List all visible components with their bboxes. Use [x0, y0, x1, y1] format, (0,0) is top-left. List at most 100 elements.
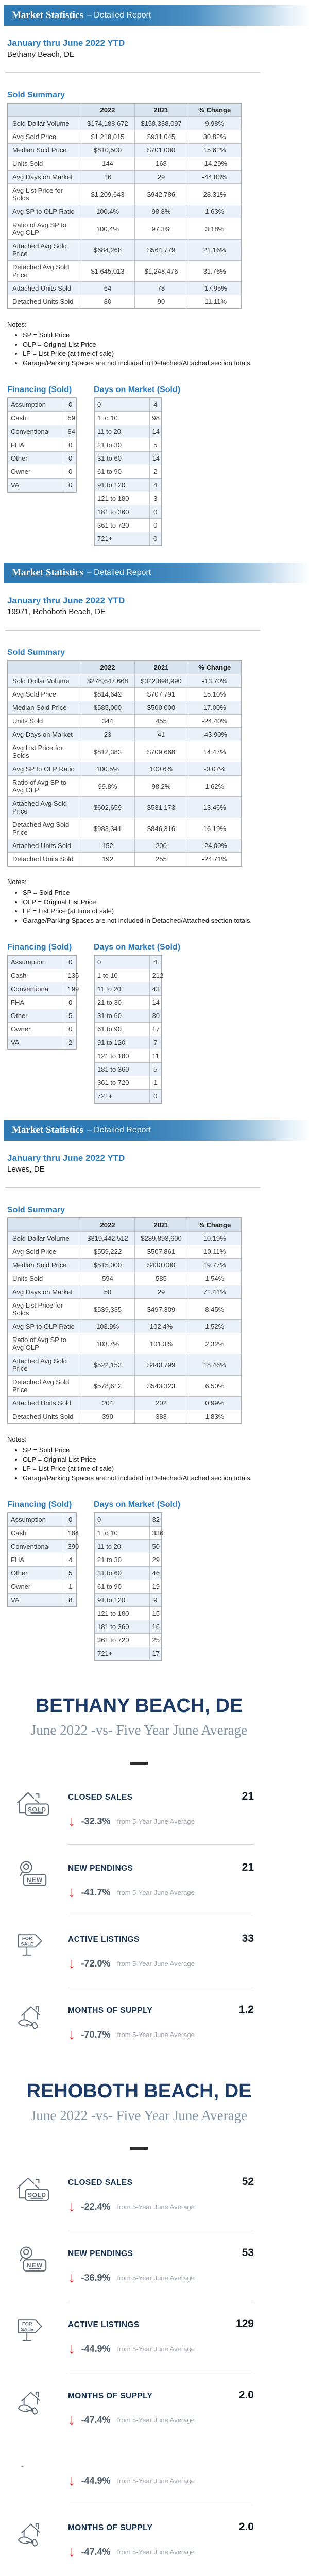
value-2021: $701,000	[134, 143, 188, 157]
value-change: 9.98%	[187, 116, 242, 130]
dom-count: 9	[149, 1593, 162, 1607]
table-row: Avg List Price for Solds $539,335 $497,3…	[7, 1298, 242, 1320]
value-change: 31.76%	[187, 260, 242, 282]
table-row: 1 to 10 98	[94, 411, 162, 425]
sold-summary-table: 2022 2021 % Change Sold Dollar Volume $2…	[7, 660, 242, 867]
value-change: 15.62%	[187, 143, 242, 157]
financing-type: Owner	[7, 1580, 65, 1594]
column-header-change: % Change	[187, 660, 242, 674]
value-2021: 202	[134, 1396, 188, 1410]
section-divider	[5, 630, 260, 631]
value-2022: $559,222	[80, 1245, 135, 1259]
table-row: Ratio of Avg SP to Avg OLP 103.7% 101.3%…	[7, 1333, 242, 1354]
days-on-market-block: Days on Market (Sold) 0 32 1 to 10 336	[94, 1500, 180, 1661]
value-2022: 594	[80, 1272, 135, 1285]
dom-range: 21 to 30	[94, 438, 150, 452]
table-row: 361 to 720 0	[94, 518, 162, 532]
for-sale-sign-icon: FOR SALE	[18, 1934, 42, 1956]
metric-label: Avg Sold Price	[7, 1245, 81, 1259]
stat-row: SOLD NEW	[0, 2159, 278, 2230]
value-2021: $440,799	[134, 1354, 188, 1376]
banner-subtitle: – Detailed Report	[87, 1126, 151, 1134]
value-change: 14.47%	[187, 741, 242, 762]
financing-type: Assumption	[7, 397, 65, 412]
trend-arrow-icon	[68, 2027, 76, 2042]
table-row: Other 5	[7, 1009, 77, 1023]
stat-percent: -72.0%	[81, 1958, 111, 1969]
value-2022: $814,642	[80, 687, 135, 701]
stats-list: SOLD NEW	[0, 1774, 278, 2058]
value-change: 1.54%	[187, 1272, 242, 1285]
days-on-market-table: 0 4 1 to 10 212 11 to 20 43	[94, 955, 163, 1104]
dom-count: 212	[149, 969, 163, 982]
table-row: 0 4	[94, 397, 162, 412]
table-row: 721+ 0	[94, 1089, 162, 1104]
financing-heading: Financing (Sold)	[7, 943, 72, 952]
metric-label: Sold Dollar Volume	[7, 674, 81, 688]
stat-row: SOLD NEW	[0, 1774, 278, 1845]
period-heading: January thru June 2022 YTD	[7, 596, 125, 605]
financing-table: Assumption 0 Cash 135 Conventional 199	[7, 955, 79, 1050]
financing-count: 0	[64, 1512, 77, 1527]
trend-arrow-icon	[68, 1956, 76, 1971]
trend-arrow-icon	[68, 2413, 76, 2428]
financing-type: FHA	[7, 1553, 65, 1567]
value-2021: $707,791	[134, 687, 188, 701]
metric-label: Sold Dollar Volume	[7, 1231, 81, 1245]
dom-count: 0	[149, 505, 162, 519]
value-change: 19.77%	[187, 1258, 242, 1272]
metric-label: Median Sold Price	[7, 143, 81, 157]
table-row: Sold Dollar Volume $319,442,512 $289,893…	[7, 1231, 242, 1245]
value-2021: 383	[134, 1410, 188, 1424]
stat-row: SOLD NEW	[0, 2504, 278, 2575]
metric-label: Detached Units Sold	[7, 295, 81, 309]
financing-count: 0	[64, 1022, 77, 1036]
days-on-market-heading: Days on Market (Sold)	[94, 385, 181, 394]
financing-type: Other	[7, 1566, 65, 1580]
note-item: Garage/Parking Spaces are not included i…	[23, 917, 309, 924]
value-change: 8.45%	[187, 1298, 242, 1320]
value-2022: 100.4%	[80, 205, 135, 218]
dom-range: 31 to 60	[94, 451, 150, 465]
metric-label: Avg Days on Market	[7, 170, 81, 184]
metric-label: Avg SP to OLP Ratio	[7, 762, 81, 776]
value-2022: $278,647,668	[80, 674, 135, 688]
stat-icon: SOLD NEW	[14, 1788, 55, 1845]
stat-body: CLOSED SALES 52 -22.4% from 5-Year June …	[68, 2173, 254, 2230]
dom-count: 3	[149, 492, 162, 505]
banner-subtitle: – Detailed Report	[87, 11, 151, 20]
metric-label: Avg Days on Market	[7, 1285, 81, 1299]
metric-label: Median Sold Price	[7, 1258, 81, 1272]
house-in-hand-icon	[18, 2523, 40, 2547]
table-row: 11 to 20 14	[94, 425, 162, 438]
value-2021: $543,323	[134, 1375, 188, 1397]
table-row: Units Sold 144 168 -14.29%	[7, 157, 242, 171]
sold-summary-heading: Sold Summary	[7, 648, 65, 657]
financing-type: VA	[7, 1036, 65, 1050]
dom-range: 121 to 180	[94, 1049, 150, 1063]
stat-icon: SOLD NEW	[14, 1859, 55, 1916]
financing-type: Owner	[7, 465, 65, 479]
svg-text:FOR: FOR	[22, 2321, 32, 2327]
table-row: 31 to 60 30	[94, 1009, 162, 1023]
table-row: 31 to 60 46	[94, 1566, 162, 1580]
svg-text:SALE: SALE	[21, 1942, 33, 1947]
table-row: 121 to 180 3	[94, 492, 162, 505]
stats-list: SOLD NEW	[0, 2159, 278, 2575]
financing-type: FHA	[7, 995, 65, 1009]
table-row: Avg Days on Market 50 29 72.41%	[7, 1285, 242, 1299]
financing-body: Assumption 0 Cash 184 Conventional 390	[7, 1512, 79, 1607]
financing-count: 2	[64, 1036, 77, 1050]
svg-text:NEW: NEW	[27, 1876, 43, 1884]
metric-label: Attached Units Sold	[7, 1396, 81, 1410]
value-2022: $585,000	[80, 701, 135, 715]
value-change: 21.16%	[187, 239, 242, 261]
table-row: 181 to 360 5	[94, 1062, 162, 1076]
days-on-market-block: Days on Market (Sold) 0 4 1 to 10 98	[94, 385, 180, 546]
sold-summary-table: 2022 2021 % Change Sold Dollar Volume $3…	[7, 1217, 242, 1424]
value-change: 30.82%	[187, 130, 242, 144]
value-2022: 50	[80, 1285, 135, 1299]
dom-range: 21 to 30	[94, 1553, 150, 1567]
stat-label: NEW PENDINGS	[68, 2249, 133, 2258]
table-row: 21 to 30 14	[94, 995, 162, 1009]
